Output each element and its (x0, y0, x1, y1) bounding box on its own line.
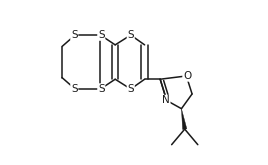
Polygon shape (181, 109, 187, 130)
Text: N: N (162, 96, 170, 105)
Text: S: S (71, 30, 78, 40)
Text: S: S (98, 84, 105, 94)
Text: O: O (183, 71, 191, 81)
Text: S: S (71, 84, 78, 94)
Text: S: S (98, 30, 105, 40)
Text: S: S (127, 84, 134, 94)
Text: S: S (127, 30, 134, 40)
